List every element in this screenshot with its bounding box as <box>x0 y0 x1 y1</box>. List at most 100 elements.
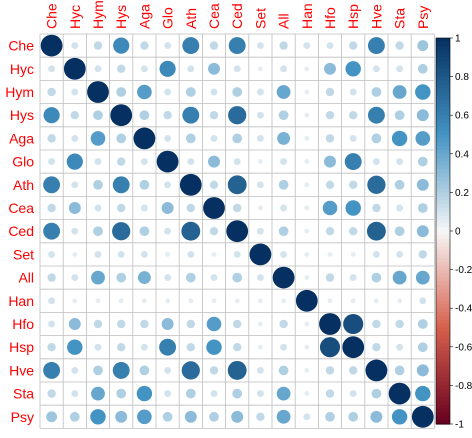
correlation-cell-Hsp-Han <box>304 344 310 350</box>
colorbar-segment <box>436 296 450 302</box>
colorbar-segment <box>436 207 450 213</box>
col-label-Hsp: Hsp <box>345 4 361 29</box>
correlation-cell-Hyc-Ced <box>233 65 241 73</box>
colorbar-segment <box>436 238 450 244</box>
correlation-cell-Glo-Set <box>257 159 263 165</box>
col-label-Ath: Ath <box>183 8 199 29</box>
correlation-cell-All-Hsp <box>349 274 357 282</box>
colorbar-segment <box>436 68 450 74</box>
correlation-cell-Set-Hyc <box>72 251 78 257</box>
colorbar-segment <box>436 203 450 209</box>
colorbar-segment <box>436 400 450 406</box>
colorbar-segment <box>436 107 450 112</box>
colorbar-segment <box>436 65 450 70</box>
correlation-cell-Hym-Han <box>304 89 310 95</box>
correlation-cell-Che-Set <box>256 42 264 50</box>
colorbar-segment <box>436 315 450 321</box>
colorbar-segment <box>436 92 450 97</box>
correlation-cell-Set-Che <box>48 250 56 258</box>
correlation-cell-Hsp-Hys <box>116 342 126 352</box>
colorbar-segment <box>436 269 450 275</box>
colorbar-segment <box>436 115 450 120</box>
correlation-cell-Cea-Hyc <box>68 202 81 214</box>
correlation-cell-All-Hfo <box>325 273 335 282</box>
correlation-cell-Ath-Hys <box>112 176 130 194</box>
colorbar-segment <box>436 354 450 359</box>
row-label-Aga: Aga <box>9 130 34 146</box>
colorbar-segment <box>436 165 450 170</box>
correlation-cell-Hyc-Hsp <box>345 61 361 77</box>
correlation-cell-Hve-Set <box>256 366 264 374</box>
correlation-cell-Hve-Hve <box>365 359 388 382</box>
colorbar-segment <box>436 192 450 197</box>
correlation-cell-Hyc-Hfo <box>324 62 336 75</box>
correlation-cell-Che-Ath <box>182 37 200 55</box>
correlation-cell-Aga-Cea <box>210 134 218 142</box>
correlation-cell-Aga-Hym <box>90 131 106 146</box>
correlation-cell-Psy-Hys <box>115 410 128 423</box>
colorbar-segment <box>436 180 450 186</box>
row-label-All: All <box>18 270 34 286</box>
correlation-cell-Set-Glo <box>165 251 171 257</box>
colorbar-segment <box>436 227 450 232</box>
correlation-cell-Set-Hfo <box>327 251 333 257</box>
correlation-cell-Cea-Han <box>304 205 310 211</box>
correlation-cell-Hym-Hve <box>371 87 382 97</box>
correlation-cell-Sta-Set <box>256 390 264 398</box>
correlation-cell-Hfo-Hve <box>372 319 381 329</box>
correlation-cell-Hys-Ced <box>228 106 247 125</box>
correlation-cell-Hym-Cea <box>210 88 218 96</box>
correlation-cell-Glo-Ath <box>187 158 195 166</box>
colorbar-segment <box>436 188 450 193</box>
correlation-cell-Han-Ced <box>234 298 240 304</box>
colorbar-segment <box>436 265 450 271</box>
col-label-Sta: Sta <box>392 8 408 29</box>
row-label-Han: Han <box>8 293 34 309</box>
correlation-cell-Che-Hsp <box>348 41 358 50</box>
correlation-cell-Hys-Psy <box>416 109 429 122</box>
correlation-cell-Hve-Ced <box>227 360 247 380</box>
correlation-cell-Hsp-Hym <box>94 343 102 351</box>
correlation-cell-Che-Han <box>303 42 311 50</box>
correlation-cell-Glo-Cea <box>208 155 220 168</box>
row-label-Che: Che <box>8 38 34 54</box>
colorbar-segment <box>436 88 450 93</box>
correlation-cell-Hyc-Hyc <box>63 57 86 80</box>
colorbar-segment <box>436 134 450 139</box>
correlation-cell-Hys-Glo <box>163 110 172 120</box>
correlation-cell-Sta-Glo <box>164 390 172 398</box>
correlation-cell-Ced-Ath <box>181 221 201 241</box>
correlation-cell-Glo-Hsp <box>344 153 362 171</box>
row-label-Glo: Glo <box>12 154 34 170</box>
correlation-cell-Ath-Che <box>43 176 61 194</box>
correlation-cell-Che-Hym <box>93 41 103 50</box>
colorbar-tick-label: -0.8 <box>455 381 472 392</box>
correlation-cell-Ced-Cea <box>209 226 219 236</box>
correlation-cell-Set-Han <box>304 251 310 257</box>
correlation-cell-Sta-Han <box>304 391 310 397</box>
correlation-cell-Glo-Psy <box>417 156 428 167</box>
correlation-cell-Hys-All <box>278 110 289 121</box>
correlation-cell-Hym-Set <box>256 88 264 96</box>
correlation-cell-Hyc-Aga <box>140 65 148 73</box>
correlation-cell-Cea-Glo <box>161 202 174 214</box>
correlation-cell-All-Cea <box>210 274 218 282</box>
correlation-cell-Hfo-Hys <box>116 319 126 329</box>
colorbar-segment <box>436 412 450 417</box>
correlation-cell-Set-All <box>280 250 288 258</box>
correlation-cell-Hyc-All <box>280 65 288 73</box>
correlation-cell-Hfo-Hfo <box>319 313 341 335</box>
correlation-cell-Aga-Han <box>304 135 310 141</box>
correlation-cell-Aga-Hve <box>371 133 382 144</box>
col-label-Hym: Hym <box>90 0 106 29</box>
correlation-cell-Hym-Glo <box>164 88 172 96</box>
correlation-cell-Sta-Sta <box>388 382 411 405</box>
correlation-cell-Hym-Hym <box>87 81 109 103</box>
colorbar-segment <box>436 254 450 259</box>
correlation-cell-Ced-Sta <box>394 226 405 237</box>
correlation-cell-Psy-Hsp <box>348 411 359 422</box>
correlation-cell-Ath-All <box>278 179 289 190</box>
correlation-cell-Hym-Aga <box>137 84 152 100</box>
colorbar-segment <box>436 103 450 109</box>
correlation-cell-Han-Cea <box>211 298 217 304</box>
